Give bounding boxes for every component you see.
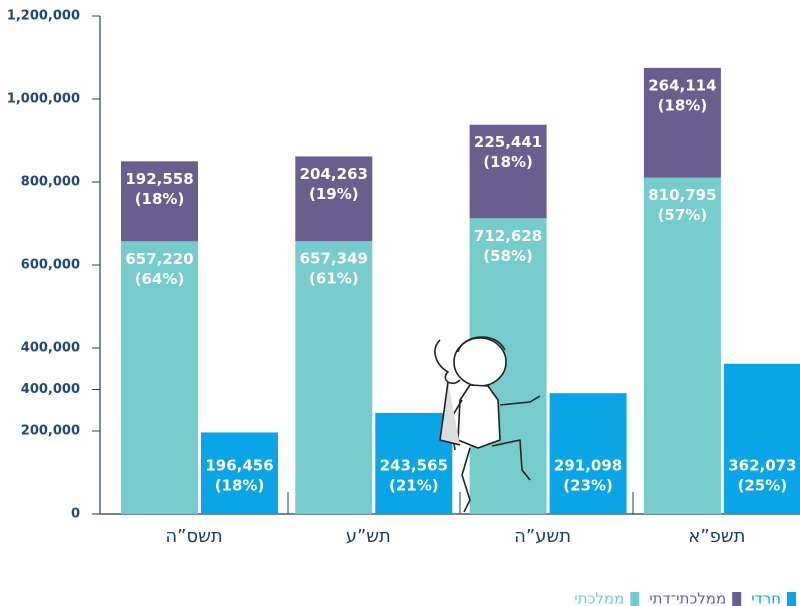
value-label: 192,558 [125,170,193,188]
value-label: 196,456 [205,457,273,475]
share-label: (23%) [563,477,613,495]
y-tick-label: 800,000 [21,175,80,190]
legend-label: חרדי [751,590,781,606]
value-label: 291,098 [554,457,622,475]
share-label: (25%) [738,477,788,495]
value-label: 243,565 [380,457,448,475]
share-label: (18%) [483,153,533,171]
y-tick-label: 400,000 [21,382,80,397]
legend-swatch [787,592,796,606]
value-label: 362,073 [728,457,796,475]
legend-label: ממלכתי־דתי [649,590,726,606]
legend-label: ממלכתי [574,590,624,606]
y-tick-label: 1,000,000 [7,92,80,107]
y-tick-label: 600,000 [21,258,80,273]
y-tick-label: 1,200,000 [7,9,80,24]
value-label: 657,349 [300,250,368,268]
y-tick-label: 200,000 [21,424,80,439]
share-label: (18%) [658,96,708,114]
y-tick-label: 400,000 [21,341,80,356]
share-label: (64%) [135,270,185,288]
share-label: (18%) [135,190,185,208]
value-label: 712,628 [474,227,542,245]
share-label: (19%) [309,185,359,203]
x-tick-label: תשע”ה [514,526,571,547]
share-label: (61%) [309,270,359,288]
x-tick-label: תשפ”א [688,526,745,547]
y-tick-label: 0 [71,507,80,522]
value-label: 264,114 [648,76,716,94]
value-label: 657,220 [125,250,193,268]
bar-segment [550,393,627,514]
chart: 0 200,000 400,000 400,000 600,000 800,000 1,00… [0,0,800,606]
value-label: 204,263 [300,165,368,183]
value-label: 810,795 [648,186,716,204]
share-label: (21%) [389,477,439,495]
share-label: (58%) [483,247,533,265]
share-label: (18%) [215,477,265,495]
x-tick-label: תש”ע [346,526,391,547]
legend-swatch [630,592,639,606]
value-label: 225,441 [474,133,542,151]
share-label: (57%) [658,206,708,224]
legend-swatch [732,592,741,606]
bar-segment [644,178,721,514]
x-tick-label: תשס”ה [165,526,222,547]
